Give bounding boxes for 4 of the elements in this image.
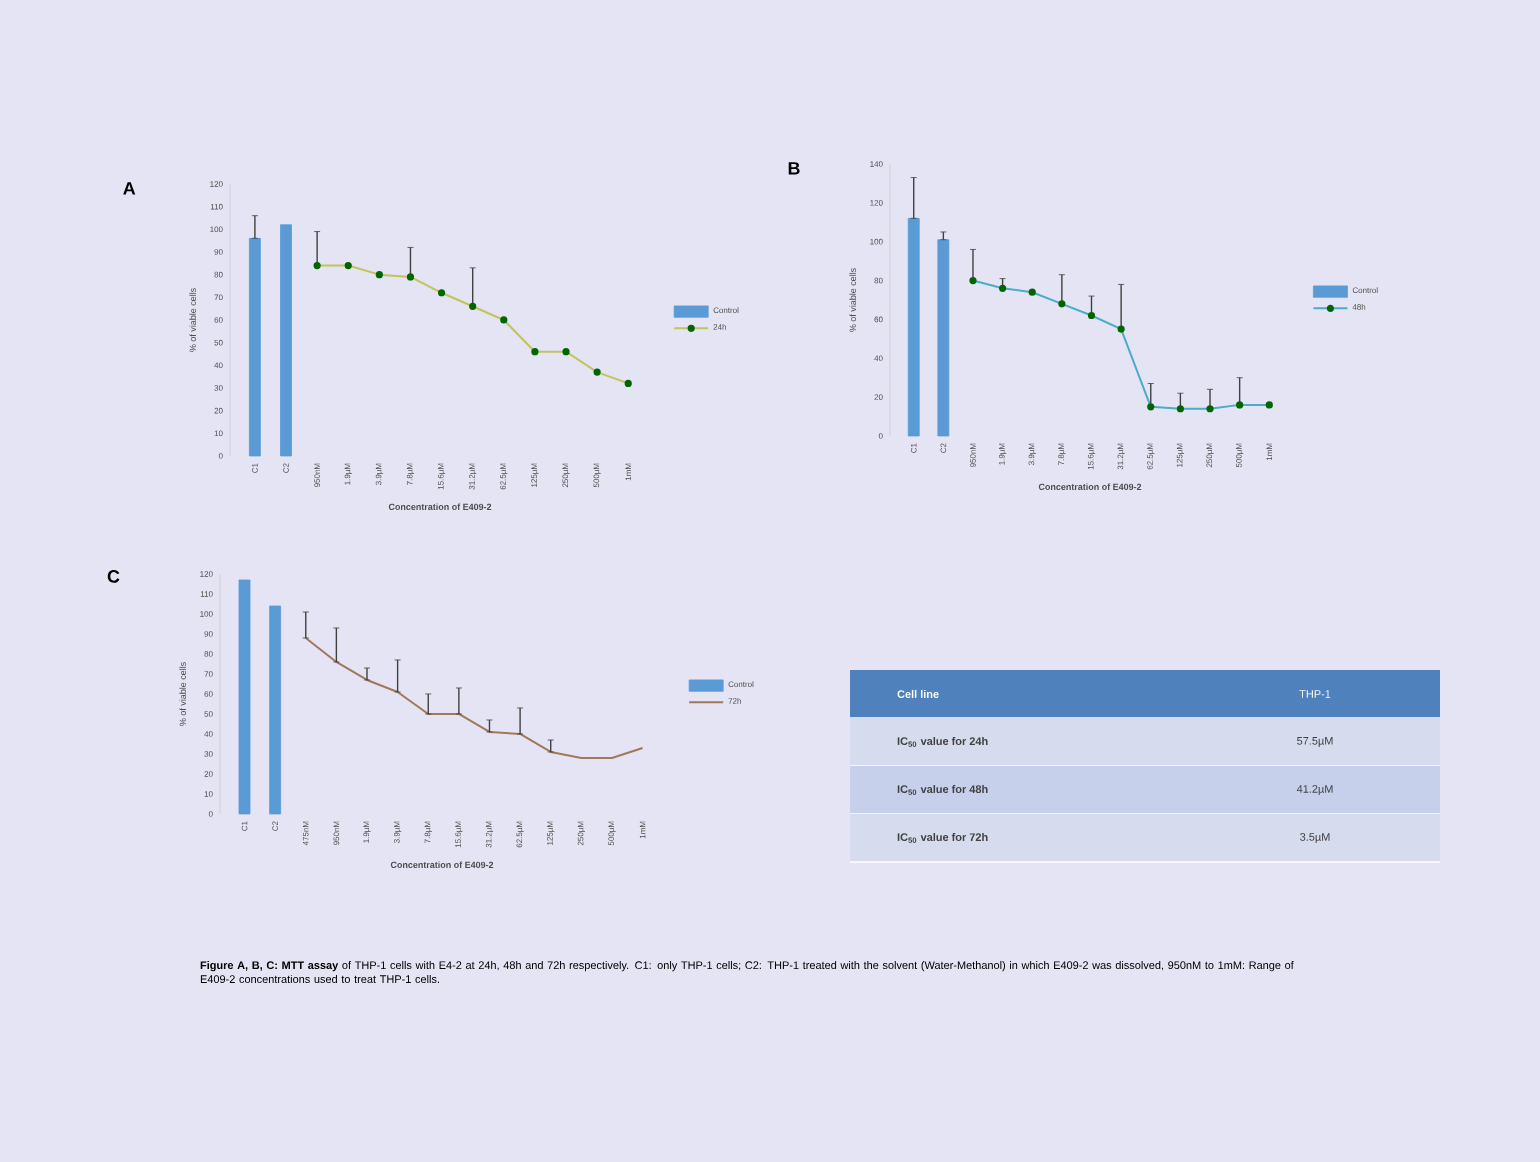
chart-title: A xyxy=(123,182,136,195)
chart-title: C xyxy=(107,570,120,583)
line-series xyxy=(304,636,644,759)
chart-title: B xyxy=(788,162,800,175)
